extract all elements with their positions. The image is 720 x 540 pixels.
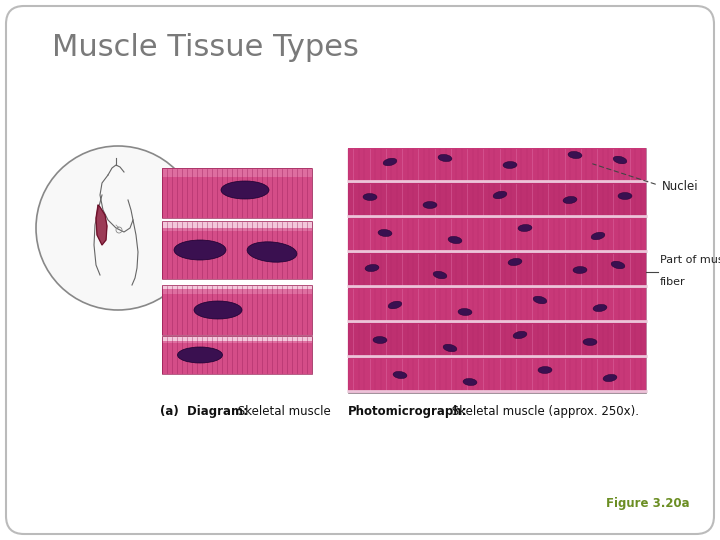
Bar — [348, 183, 646, 215]
Ellipse shape — [373, 336, 387, 343]
Bar — [162, 168, 312, 218]
Bar — [162, 168, 312, 177]
Bar — [348, 218, 646, 251]
Ellipse shape — [247, 242, 297, 262]
Ellipse shape — [393, 372, 407, 379]
Text: Photomicrograph:: Photomicrograph: — [348, 405, 467, 418]
Ellipse shape — [563, 197, 577, 204]
Ellipse shape — [178, 347, 222, 363]
Ellipse shape — [611, 261, 625, 269]
Ellipse shape — [383, 158, 397, 166]
Ellipse shape — [618, 192, 632, 199]
Bar — [162, 221, 312, 232]
Bar — [162, 168, 312, 218]
Ellipse shape — [433, 271, 447, 279]
Ellipse shape — [388, 301, 402, 309]
Ellipse shape — [568, 151, 582, 159]
Ellipse shape — [593, 305, 607, 312]
Bar — [162, 221, 312, 279]
Ellipse shape — [438, 154, 452, 161]
Ellipse shape — [448, 237, 462, 244]
Bar — [162, 285, 312, 294]
Ellipse shape — [508, 258, 522, 266]
Ellipse shape — [613, 156, 627, 164]
Ellipse shape — [603, 374, 617, 382]
Ellipse shape — [493, 191, 507, 199]
Ellipse shape — [503, 161, 517, 168]
Ellipse shape — [423, 201, 437, 208]
Bar — [348, 148, 646, 180]
Ellipse shape — [518, 225, 532, 232]
Bar — [348, 288, 646, 321]
Ellipse shape — [365, 265, 379, 272]
Ellipse shape — [221, 181, 269, 199]
Ellipse shape — [194, 301, 242, 319]
Text: fiber: fiber — [660, 277, 685, 287]
Ellipse shape — [174, 240, 226, 260]
Bar — [162, 285, 312, 335]
Polygon shape — [96, 205, 107, 245]
Bar — [162, 336, 312, 343]
Text: (a)  Diagram:: (a) Diagram: — [160, 405, 248, 418]
Bar — [348, 323, 646, 355]
Bar — [162, 218, 312, 228]
FancyBboxPatch shape — [6, 6, 714, 534]
Text: Muscle Tissue Types: Muscle Tissue Types — [52, 33, 359, 63]
Ellipse shape — [378, 230, 392, 237]
Ellipse shape — [533, 296, 547, 304]
Text: Figure 3.20a: Figure 3.20a — [606, 497, 690, 510]
Ellipse shape — [591, 232, 605, 240]
Ellipse shape — [463, 379, 477, 386]
Circle shape — [36, 146, 200, 310]
Bar — [348, 253, 646, 286]
Text: Skeletal muscle: Skeletal muscle — [234, 405, 330, 418]
Bar — [162, 336, 312, 374]
Bar — [162, 285, 312, 335]
Ellipse shape — [573, 267, 587, 273]
Bar — [162, 335, 312, 341]
Bar — [348, 358, 646, 390]
Ellipse shape — [513, 332, 527, 339]
Text: Part of muscle: Part of muscle — [660, 255, 720, 265]
Bar — [162, 221, 312, 279]
Text: Nuclei: Nuclei — [662, 180, 698, 193]
Ellipse shape — [363, 193, 377, 200]
Ellipse shape — [583, 339, 597, 346]
Text: Skeletal muscle (approx. 250x).: Skeletal muscle (approx. 250x). — [448, 405, 639, 418]
Bar — [162, 336, 312, 374]
Ellipse shape — [538, 367, 552, 374]
Bar — [162, 279, 312, 289]
Ellipse shape — [458, 308, 472, 315]
Ellipse shape — [443, 345, 457, 352]
Bar — [348, 148, 646, 393]
